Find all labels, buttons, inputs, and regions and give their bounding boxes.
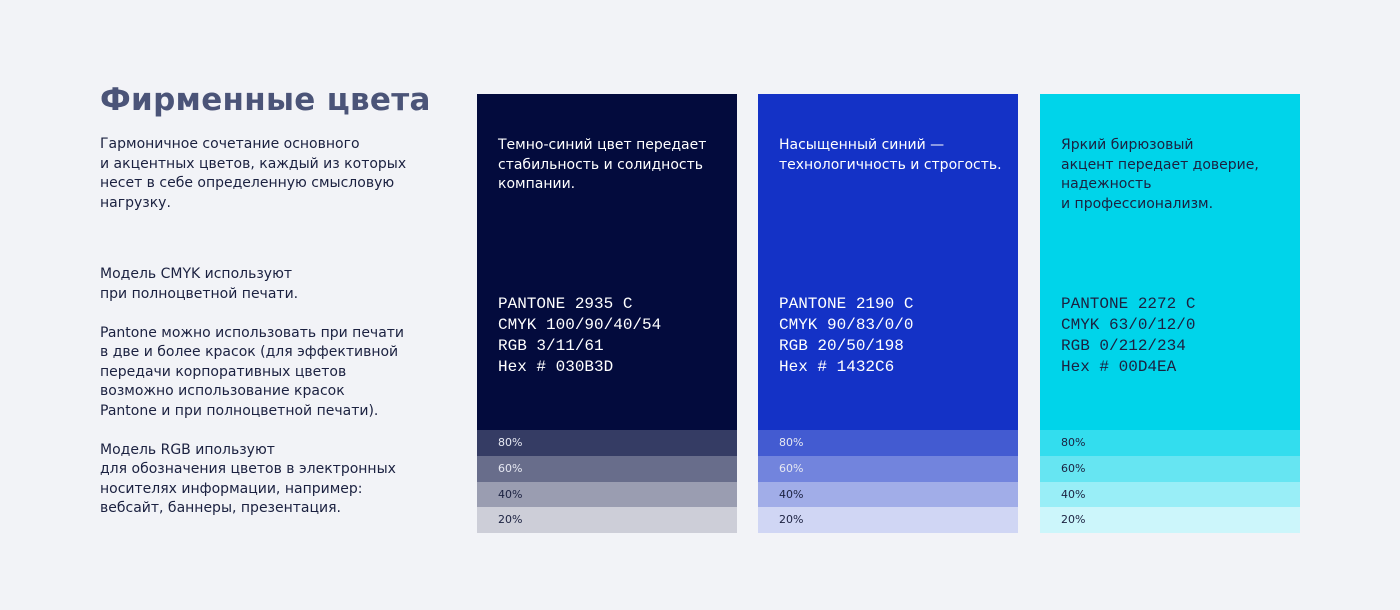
color-swatch: Темно-синий цвет передает стабильность и … (477, 94, 737, 430)
text-line: для обозначения цветов в электронных (100, 461, 396, 477)
text-line: вебсайт, баннеры, презентация. (100, 500, 342, 516)
text-line: Гармоничное сочетание основного (100, 136, 360, 152)
text-line: Насыщенный синий — (779, 137, 945, 153)
tint-label: 20% (498, 513, 523, 527)
color-swatch: Насыщенный синий — технологичность и стро… (758, 94, 1018, 430)
swatch-description: Темно-синий цвет передает стабильность и … (498, 136, 706, 195)
text-line: Pantone можно использовать при печати (100, 324, 405, 341)
tint-row: 40% (758, 481, 1018, 508)
code-line: CMYK 63/0/12/0 (1061, 316, 1196, 334)
note-paragraph: Pantone можно использовать при печати в д… (100, 324, 430, 422)
tint-row: 80% (1040, 430, 1300, 456)
code-line: CMYK 100/90/40/54 (498, 316, 662, 334)
text-line: нагрузку. (100, 194, 171, 211)
tint-label: 60% (779, 461, 804, 475)
text-line: Яркий бирюзовый (1061, 137, 1194, 153)
color-swatch: Яркий бирюзовый акцент передает доверие, н… (1040, 94, 1300, 430)
tint-label: 40% (779, 487, 804, 501)
tint-label: 20% (779, 513, 804, 527)
code-line: CMYK 90/83/0/0 (779, 316, 914, 334)
text-line: стабильность и солидность (498, 156, 703, 173)
tint-row: 60% (758, 455, 1018, 482)
text-line: носителях информации, например: (100, 480, 363, 497)
text-line: при полноцветной печати. (100, 285, 299, 302)
text-line: Модель CMYK используют (100, 266, 293, 282)
code-line: RGB 3/11/61 (498, 337, 604, 355)
code-line: RGB 20/50/198 (779, 337, 904, 355)
text-line: передачи корпоративных цветов (100, 363, 347, 380)
tint-label: 60% (498, 461, 523, 475)
tint-label: 80% (1061, 436, 1086, 449)
tint-row: 60% (477, 455, 737, 482)
swatch-description: Яркий бирюзовый акцент передает доверие, н… (1061, 136, 1259, 214)
text-line: несет в себе определенную смысловую (100, 175, 395, 191)
text-line: технологичность и строгость. (779, 156, 1002, 173)
tint-label: 20% (1061, 513, 1086, 527)
tint-label: 40% (498, 487, 523, 501)
tint-row: 20% (477, 507, 737, 533)
code-line: RGB 0/212/234 (1061, 337, 1186, 355)
tint-row: 20% (758, 507, 1018, 533)
page-title: Фирменные цвета (100, 82, 431, 118)
text-line: акцент передает доверие, (1061, 156, 1259, 173)
swatch-codes: PANTONE 2190 C CMYK 90/83/0/0 RGB 20/50/19… (779, 294, 913, 378)
tint-row: 80% (758, 430, 1018, 456)
tint-row: 40% (477, 481, 737, 508)
code-line: Hex # 00D4EA (1061, 358, 1177, 376)
intro-paragraph: Гармоничное сочетание основного и акцентн… (100, 135, 430, 213)
swatch-codes: PANTONE 2935 C CMYK 100/90/40/54 RGB 3/11/… (498, 294, 661, 378)
tint-label: 80% (498, 436, 523, 449)
text-line: и профессионализм. (1061, 195, 1214, 212)
text-line: компании. (498, 176, 576, 192)
note-paragraph: Модель CMYK используют при полноцветной п… (100, 265, 430, 304)
code-line: Hex # 1432C6 (779, 358, 895, 376)
text-line: надежность (1061, 176, 1152, 192)
note-paragraph: Модель RGB ипользуют для обозначения цвет… (100, 441, 430, 519)
tint-row: 60% (1040, 455, 1300, 482)
text-line: возможно использование красок (100, 383, 345, 399)
text-column: Гармоничное сочетание основного и акцентн… (100, 135, 430, 519)
code-line: Hex # 030B3D (498, 358, 614, 376)
code-line: PANTONE 2935 C (498, 295, 633, 313)
text-line: Темно-синий цвет передает (498, 137, 707, 153)
text-line: и акцентных цветов, каждый из которых (100, 155, 407, 172)
text-line: Модель RGB ипользуют (100, 441, 275, 458)
tint-row: 80% (477, 430, 737, 456)
tint-label: 60% (1061, 461, 1086, 475)
swatch-codes: PANTONE 2272 C CMYK 63/0/12/0 RGB 0/212/23… (1061, 294, 1195, 378)
tint-row: 40% (1040, 481, 1300, 508)
text-line: Pantone и при полноцветной печати). (100, 402, 379, 419)
tint-label: 40% (1061, 487, 1086, 501)
code-line: PANTONE 2272 C (1061, 295, 1196, 313)
tint-label: 80% (779, 436, 804, 449)
code-line: PANTONE 2190 C (779, 295, 914, 313)
tint-row: 20% (1040, 507, 1300, 533)
swatch-description: Насыщенный синий — технологичность и стро… (779, 136, 1002, 175)
text-line: в две и более красок (для эффективной (100, 344, 399, 360)
